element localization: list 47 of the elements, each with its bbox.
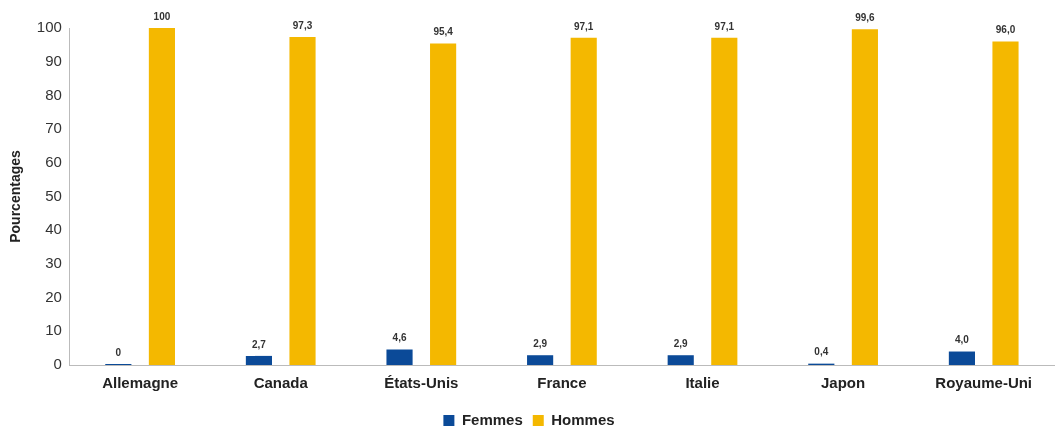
x-tick-label: Japon xyxy=(821,374,866,392)
bar xyxy=(992,41,1019,365)
bar xyxy=(386,349,413,365)
data-label: 95,4 xyxy=(433,26,454,38)
x-tick-label: Royaume-Uni xyxy=(935,374,1033,392)
y-tick-label: 50 xyxy=(45,186,62,204)
data-label: 96,0 xyxy=(995,24,1016,36)
x-tick-label: États-Unis xyxy=(384,374,459,392)
y-tick-label: 80 xyxy=(45,85,62,103)
bar xyxy=(289,37,316,365)
data-label: 4,0 xyxy=(954,334,970,346)
data-label: 4,6 xyxy=(392,332,407,344)
x-tick-label: Italie xyxy=(685,374,720,392)
data-label: 99,6 xyxy=(855,12,876,24)
data-label: 0,4 xyxy=(814,346,829,358)
data-label: 0 xyxy=(115,346,122,358)
x-tick-label: France xyxy=(537,374,587,392)
legend-label: Femmes xyxy=(461,410,523,428)
bar xyxy=(851,29,878,365)
data-label: 97,3 xyxy=(292,19,313,31)
data-label: 97,1 xyxy=(714,20,735,32)
bar xyxy=(148,28,175,365)
y-tick-label: 0 xyxy=(53,355,62,373)
y-tick-label: 30 xyxy=(45,254,62,272)
data-label: 2,9 xyxy=(673,337,689,349)
y-tick-label: 60 xyxy=(45,152,62,170)
x-tick-label: Canada xyxy=(253,374,309,392)
y-axis-title: Pourcentages xyxy=(7,150,24,243)
bar xyxy=(948,351,975,365)
bar xyxy=(430,43,457,365)
y-tick-label: 70 xyxy=(45,119,62,137)
bar xyxy=(711,37,738,365)
legend-label: Hommes xyxy=(551,410,615,428)
data-label: 2,9 xyxy=(533,337,548,349)
bar xyxy=(527,355,554,365)
x-tick-label: Allemagne xyxy=(102,374,179,392)
y-tick-label: 10 xyxy=(45,321,62,339)
bar xyxy=(245,355,272,365)
bar xyxy=(667,355,694,365)
y-tick-label: 40 xyxy=(45,220,62,238)
data-label: 100 xyxy=(153,10,171,22)
y-tick-label: 90 xyxy=(45,51,62,69)
y-tick-label: 20 xyxy=(45,287,62,305)
data-label: 2,7 xyxy=(251,338,267,350)
bar xyxy=(570,37,597,365)
y-tick-label: 100 xyxy=(36,18,62,36)
data-label: 97,1 xyxy=(573,20,594,32)
